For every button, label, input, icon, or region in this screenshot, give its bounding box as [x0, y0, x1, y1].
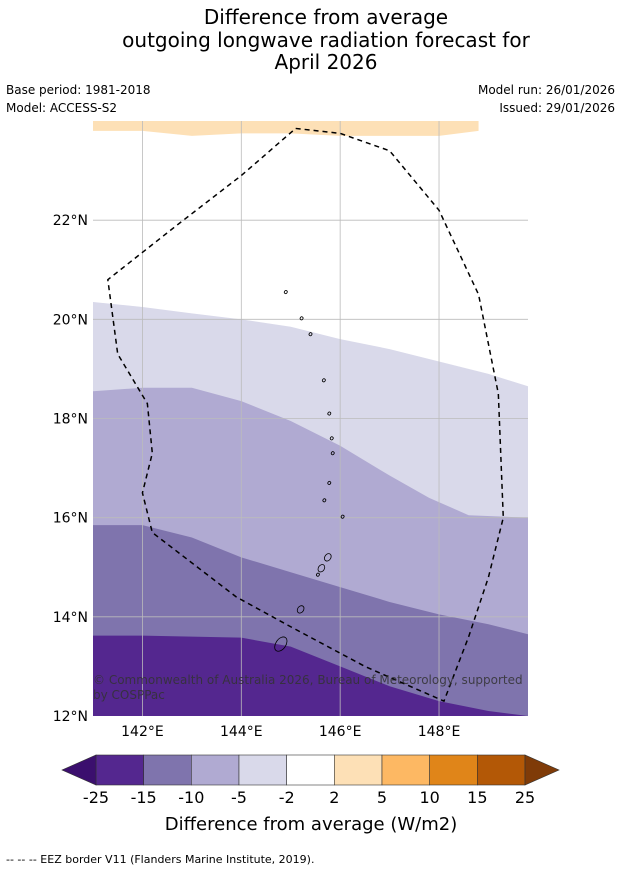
eez-border-line — [107, 127, 505, 703]
colorbar-segment — [334, 754, 383, 786]
island-sarigan — [327, 481, 332, 485]
title-line-2: outgoing longwave radiation forecast for — [122, 27, 530, 52]
island-anatahan — [322, 498, 327, 503]
colorbar-segment — [143, 754, 192, 786]
issued-date: Issued: 29/01/2026 — [499, 101, 615, 115]
colorbar-segment — [477, 754, 526, 786]
colorbar: -25 -15 -10 -5 -2 2 5 10 15 25 — [61, 754, 560, 807]
copyright-line-2: by COSPPac — [93, 688, 165, 702]
island-agrihan — [321, 378, 326, 383]
band-plus2-plus5 — [93, 121, 479, 136]
colorbar-tick-label: 10 — [419, 788, 439, 807]
footer-note: -- -- -- EEZ border V11 (Flanders Marine… — [6, 853, 315, 866]
colorbar-segment — [429, 754, 478, 786]
island-rota — [296, 605, 305, 614]
chart-title: Difference from average outgoing longwav… — [0, 6, 621, 74]
colorbar-tick-label: -25 — [83, 788, 109, 807]
title-line-3: April 2026 — [274, 50, 378, 74]
colorbar-tick-label: -5 — [231, 788, 247, 807]
y-tick-label: 22°N — [53, 213, 88, 229]
meta-left: Base period: 1981-2018 Model: ACCESS-S2 — [6, 81, 151, 117]
x-tick-label: 144°E — [220, 724, 263, 740]
island-guam — [274, 636, 288, 652]
x-tick-label: 142°E — [121, 724, 164, 740]
island-saipan — [324, 553, 332, 562]
copyright-line-1: © Commonwealth of Australia 2026, Bureau… — [93, 673, 523, 687]
colorbar-label: Difference from average (W/m2) — [165, 814, 457, 835]
meta-right: Model run: 26/01/2026 Issued: 29/01/2026 — [478, 81, 615, 117]
map-axes: 142°E 144°E 146°E 148°E 12°N 14°N 16°N 18°N 20°N… — [53, 213, 461, 740]
map-area — [93, 121, 528, 716]
colorbar-extend-low — [61, 754, 97, 786]
colorbar-tick-label: -15 — [131, 788, 157, 807]
colorbar-extend-high — [524, 754, 560, 786]
island-farallon-de-medinilla — [340, 514, 345, 519]
model-run: Model run: 26/01/2026 — [477, 83, 615, 97]
x-tick-label: 146°E — [319, 724, 362, 740]
colorbar-tick-label: -2 — [279, 788, 295, 807]
colorbar-segment — [286, 754, 335, 786]
y-tick-label: 20°N — [53, 312, 88, 328]
colorbar-tick-label: 2 — [329, 788, 339, 807]
y-tick-label: 18°N — [53, 412, 88, 428]
colorbar-segment — [95, 754, 144, 786]
colorbar-segment — [381, 754, 430, 786]
island-tinian — [317, 564, 326, 573]
band-minus25-minus15 — [93, 635, 528, 716]
island-aguijan — [316, 572, 320, 577]
model-name: Model: ACCESS-S2 — [6, 101, 118, 115]
island-pagan — [327, 411, 332, 416]
colorbar-tick-label: 5 — [377, 788, 387, 807]
base-period: Base period: 1981-2018 — [6, 83, 151, 97]
x-tick-label: 148°E — [418, 724, 461, 740]
island-farallon-de-pajaros — [283, 290, 288, 294]
island-guguan — [330, 451, 335, 456]
colorbar-tick-label: 15 — [467, 788, 487, 807]
colorbar-segment — [238, 754, 287, 786]
colorbar-tick-label: 25 — [515, 788, 535, 807]
title-line-1: Difference from average — [203, 5, 449, 29]
island-asuncion — [308, 332, 313, 337]
y-tick-label: 16°N — [53, 511, 88, 527]
y-tick-label: 14°N — [53, 610, 88, 626]
island-maug-islands — [299, 316, 304, 321]
colorbar-segment — [191, 754, 240, 786]
y-tick-label: 12°N — [53, 709, 88, 725]
colorbar-tick-label: -10 — [178, 788, 204, 807]
island-alamagan — [329, 436, 334, 441]
